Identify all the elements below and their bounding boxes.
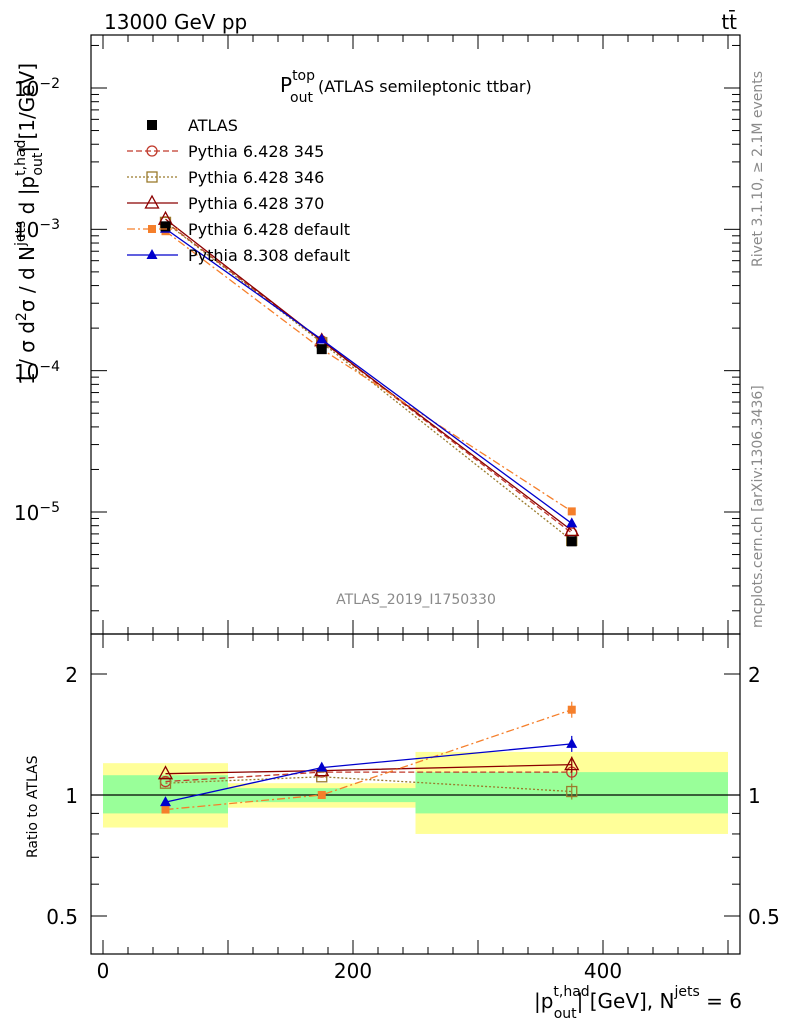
main-point-pythia-6-428-default-2 xyxy=(567,507,576,516)
ratio-point-pythia-8-308-default-1 xyxy=(316,761,328,772)
main-line-pythia-6-428-default xyxy=(165,230,573,512)
legend-label-pythia-6-428-345: Pythia 6.428 345 xyxy=(188,142,324,161)
ratio-tick-1-left: 1 xyxy=(65,784,78,808)
y-tick-1e-5: 10−5 xyxy=(14,500,60,525)
main-point-atlas-0 xyxy=(160,221,171,232)
main-point-pythia-8-308-default-2 xyxy=(566,517,578,528)
ratio-line-pythia-6-428-346 xyxy=(165,776,572,793)
ratio-point-pythia-6-428-346-1 xyxy=(316,771,328,783)
main-line-pythia-6-428-345 xyxy=(165,221,573,534)
header-left: 13000 GeV pp xyxy=(104,10,247,34)
ratio-uncertainty-bands xyxy=(91,751,740,834)
main-series xyxy=(157,210,580,547)
ratio-tick-05-left: 0.5 xyxy=(46,905,78,929)
ratio-tick-05-right: 0.5 xyxy=(748,905,780,929)
main-point-pythia-6-428-370-2 xyxy=(564,522,580,537)
ratio-point-pythia-6-428-default-0 xyxy=(161,805,170,814)
ratio-point-pythia-6-428-default-1 xyxy=(317,791,326,799)
x-tick-labels: 0 200 400 xyxy=(97,959,622,983)
legend-marker-pythia-6-428-345 xyxy=(146,145,158,157)
plot-title: Ptop out (ATLAS semileptonic ttbar) xyxy=(280,68,532,106)
legend-marker-atlas xyxy=(147,120,157,130)
legend: ATLAS Pythia 6.428 345 Pythia 6.428 346 Pyt… xyxy=(127,116,350,265)
legend-marker-pythia-6-428-370 xyxy=(144,194,160,209)
ratio-point-pythia-6-428-370-2 xyxy=(564,756,580,771)
ratio-tick-2-left: 2 xyxy=(65,663,78,687)
ratio-tick-1-right: 1 xyxy=(748,784,761,808)
ratio-panel-frame xyxy=(90,633,741,955)
x-tick-0: 0 xyxy=(97,959,110,983)
legend-marker-pythia-6-428-default xyxy=(148,225,156,233)
ratio-series xyxy=(157,701,580,814)
main-point-pythia-8-308-default-1 xyxy=(316,333,328,344)
ratio-point-pythia-8-308-default-2 xyxy=(566,737,578,748)
ratio-point-pythia-6-428-370-0 xyxy=(157,765,174,780)
main-point-atlas-2 xyxy=(566,536,577,547)
ratio-point-pythia-6-428-default-2 xyxy=(567,705,576,714)
main-point-atlas-1 xyxy=(316,344,327,355)
legend-marker-pythia-8-308-default xyxy=(146,249,158,259)
legend-label-pythia-6-428-346: Pythia 6.428 346 xyxy=(188,168,324,187)
main-line-pythia-6-428-346 xyxy=(165,221,573,541)
analysis-watermark: ATLAS_2019_I1750330 xyxy=(336,592,496,608)
x-tick-400: 400 xyxy=(584,959,622,983)
legend-label-pythia-8-308-default: Pythia 8.308 default xyxy=(188,246,350,265)
axis-ticks xyxy=(91,35,740,954)
legend-label-atlas: ATLAS xyxy=(188,116,238,135)
header-right: tt̄ xyxy=(721,9,737,34)
ratio-point-pythia-6-428-346-2 xyxy=(566,785,578,798)
rivet-label: Rivet 3.1.10, ≥ 2.1M events xyxy=(750,71,766,267)
ratio-y-tick-labels: 2 1 0.5 2 1 0.5 xyxy=(46,663,780,929)
x-tick-200: 200 xyxy=(334,959,372,983)
legend-label-pythia-6-428-default: Pythia 6.428 default xyxy=(188,220,350,239)
legend-label-pythia-6-428-370: Pythia 6.428 370 xyxy=(188,194,324,213)
ratio-tick-2-right: 2 xyxy=(748,663,761,687)
ratio-point-pythia-8-308-default-0 xyxy=(160,796,171,807)
mcplots-label: mcplots.cern.ch [arXiv:1306.3436] xyxy=(750,385,766,628)
x-axis-label: |pt,had out| [GeV], Njets = 6 xyxy=(534,984,742,1022)
legend-marker-pythia-6-428-346 xyxy=(146,171,158,183)
ratio-y-axis-label: Ratio to ATLAS xyxy=(25,755,41,858)
